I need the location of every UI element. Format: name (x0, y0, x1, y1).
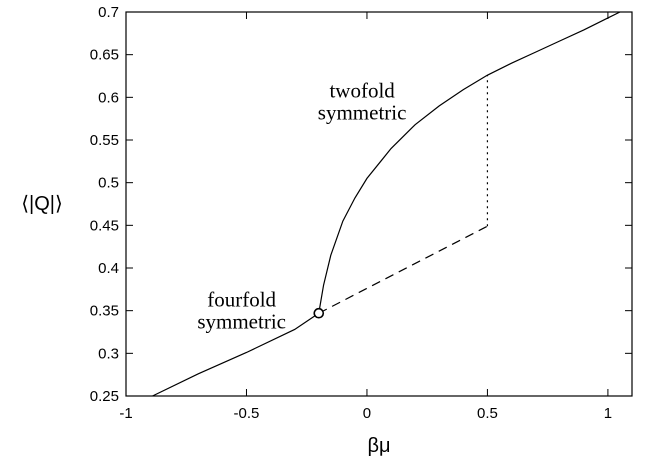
y-tick-label: 0.65 (90, 47, 119, 64)
x-tick-label: -0.5 (234, 405, 260, 422)
series-line-dashed-2 (318, 225, 488, 314)
y-axis-label: ⟨|Q|⟩ (21, 193, 63, 215)
annotation-fourfold-line-0: fourfold (207, 287, 276, 311)
annotation-twofold-line-1: symmetric (318, 100, 407, 124)
y-tick-label: 0.55 (90, 132, 119, 149)
series-line-solid-1 (318, 11, 621, 314)
x-axis-label: βμ (367, 435, 390, 457)
y-tick-label: 0.25 (90, 388, 119, 405)
y-tick-label: 0.4 (98, 260, 119, 277)
transition-point-marker (313, 307, 325, 319)
x-tick-label: -1 (119, 405, 132, 422)
y-tick-label: 0.5 (98, 175, 119, 192)
chart-marks (152, 11, 621, 397)
plot-frame (125, 11, 633, 397)
y-tick-label: 0.3 (98, 345, 119, 362)
y-tick-label: 0.6 (98, 89, 119, 106)
annotation-twofold-line-0: twofold (329, 78, 395, 102)
series-line-solid-0 (152, 312, 320, 397)
axis-ticks: -1 -0.5 0 0.5 1 0.25 0.3 0.35 0.4 0.45 0.5 0.55 0.6 0… (90, 4, 632, 422)
x-tick-label: 0.5 (477, 405, 498, 422)
y-tick-label: 0.35 (90, 303, 119, 320)
annotation-fourfold-line-1: symmetric (197, 309, 286, 333)
x-tick-label: 1 (604, 405, 612, 422)
x-tick-label: 0 (363, 405, 371, 422)
y-tick-label: 0.7 (98, 4, 119, 21)
y-tick-label: 0.45 (90, 217, 119, 234)
